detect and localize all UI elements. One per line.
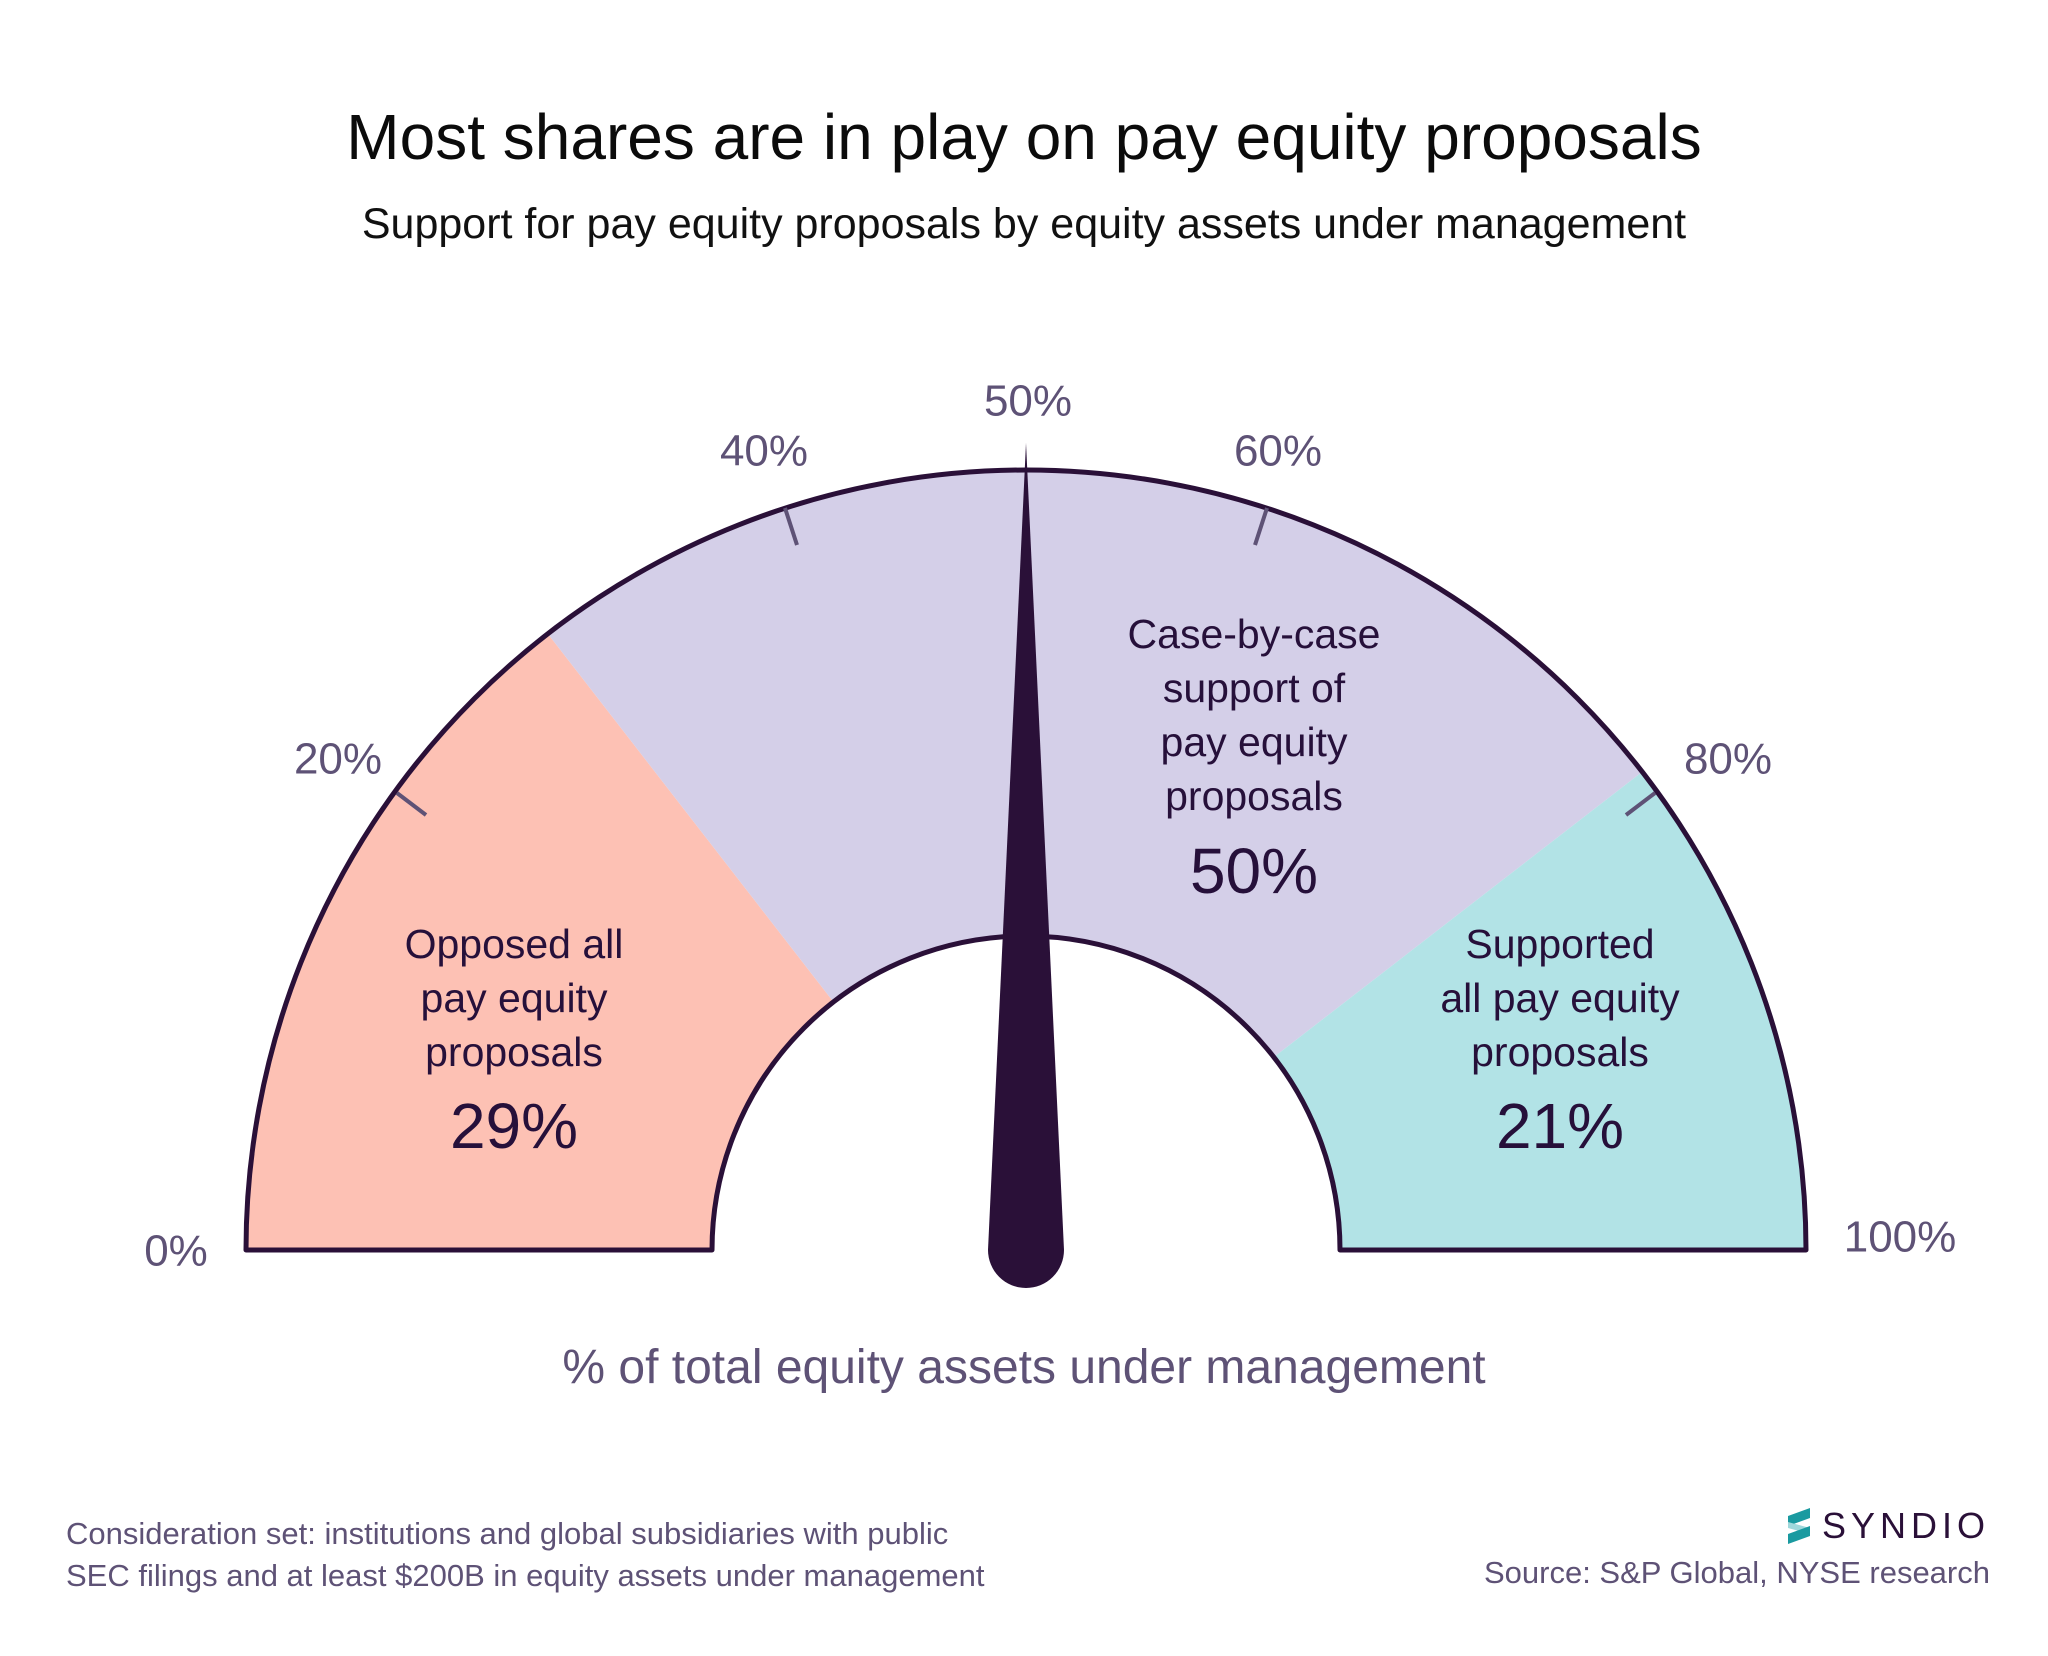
- axis-title: % of total equity assets under managemen…: [562, 1341, 1486, 1394]
- svg-text:Supported: Supported: [1465, 921, 1654, 967]
- segment-opposed: [246, 634, 834, 1250]
- value-case-by-case: 50%: [1190, 835, 1318, 907]
- tick-label-40: 40%: [720, 427, 808, 476]
- footnote: Consideration set: institutions and glob…: [66, 1513, 985, 1597]
- chart-title: Most shares are in play on pay equity pr…: [346, 101, 1702, 173]
- value-supported: 21%: [1496, 1090, 1624, 1162]
- tick-label-0: 0%: [144, 1227, 208, 1276]
- tick-label-100: 100%: [1844, 1213, 1957, 1262]
- svg-text:pay equity: pay equity: [1161, 719, 1348, 765]
- tick-label-80: 80%: [1684, 735, 1772, 784]
- svg-text:proposals: proposals: [1471, 1029, 1649, 1075]
- svg-text:proposals: proposals: [1165, 773, 1343, 819]
- svg-text:pay equity: pay equity: [421, 975, 608, 1021]
- tick-label-60: 60%: [1234, 427, 1322, 476]
- footnote-line-2: SEC filings and at least $200B in equity…: [66, 1558, 985, 1593]
- label-case-by-case: Case-by-case support of pay equity propo…: [1128, 611, 1381, 907]
- gauge-outline: [243, 467, 1809, 1253]
- svg-text:support of: support of: [1163, 665, 1346, 711]
- svg-text:all pay equity: all pay equity: [1440, 975, 1680, 1021]
- tick-label-50: 50%: [984, 377, 1072, 426]
- label-supported: Supported all pay equity proposals 21%: [1440, 921, 1680, 1162]
- source-note: Source: S&P Global, NYSE research: [1483, 1555, 1990, 1590]
- syndio-logo: SYNDIO: [1786, 1505, 1990, 1547]
- logo-text: SYNDIO: [1821, 1505, 1990, 1546]
- svg-text:Opposed all: Opposed all: [405, 921, 624, 967]
- gauge-needle: [988, 443, 1064, 1288]
- segment-supported: [1274, 772, 1806, 1250]
- svg-text:proposals: proposals: [425, 1029, 603, 1075]
- value-opposed: 29%: [450, 1090, 578, 1162]
- footnote-line-1: Consideration set: institutions and glob…: [66, 1516, 949, 1551]
- svg-text:Case-by-case: Case-by-case: [1128, 611, 1381, 657]
- tick-marks: [395, 507, 1657, 817]
- syndio-logo-icon: [1787, 1508, 1810, 1544]
- tick-label-20: 20%: [294, 735, 382, 784]
- segment-case-by-case: [548, 470, 1642, 1057]
- label-opposed: Opposed all pay equity proposals 29%: [405, 921, 624, 1162]
- chart-subtitle: Support for pay equity proposals by equi…: [361, 200, 1687, 248]
